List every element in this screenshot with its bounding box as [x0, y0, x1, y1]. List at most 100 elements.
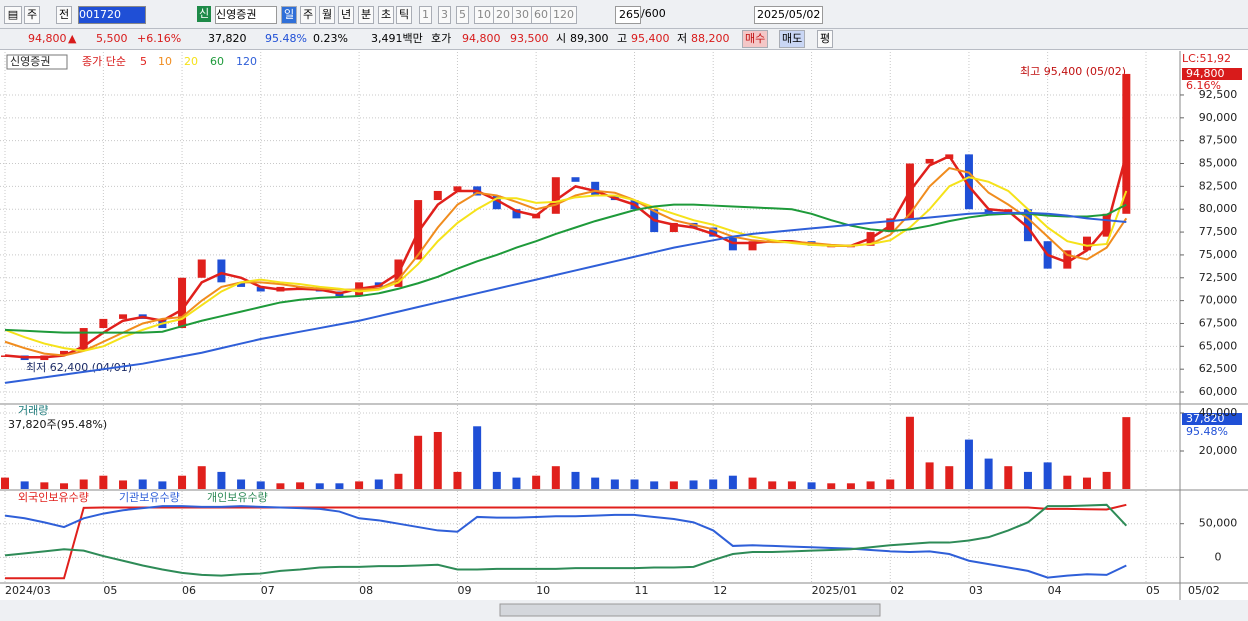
- volume-bar: [1063, 475, 1072, 489]
- volume-bar: [610, 479, 619, 489]
- volume-bar: [374, 479, 383, 489]
- volume-subtitle: 37,820주(95.48%): [8, 418, 107, 431]
- buy-button[interactable]: 매수: [742, 30, 769, 48]
- candle: [119, 314, 128, 319]
- lc-label: LC:51,92: [1182, 52, 1231, 65]
- market-button[interactable]: 주: [24, 6, 41, 24]
- volume-bar: [256, 481, 265, 489]
- bar-total: /600: [641, 7, 666, 20]
- date-input[interactable]: 2025/05/02: [754, 6, 824, 24]
- volume-box: [1182, 413, 1242, 425]
- x-tick-label: 2024/03: [5, 584, 51, 597]
- volume-bar: [1, 477, 9, 489]
- candle: [492, 195, 501, 210]
- volume-bar: [945, 466, 954, 489]
- series-line: [5, 503, 1127, 580]
- interval[interactable]: 120: [550, 6, 577, 24]
- turnover: 0.23%: [313, 32, 348, 45]
- high-label: 고: [617, 32, 628, 45]
- ask: 94,800: [462, 32, 501, 45]
- series-line: [4, 176, 1128, 352]
- sell-button[interactable]: 매도: [779, 30, 806, 48]
- series-line: [4, 203, 1127, 334]
- interval[interactable]: 30: [512, 6, 532, 24]
- legend-title: 종가 단순: [82, 55, 126, 68]
- candle: [237, 282, 246, 287]
- candle: [551, 177, 560, 214]
- period-day[interactable]: 일: [281, 6, 298, 24]
- period-month[interactable]: 월: [319, 6, 336, 24]
- volume-bar: [807, 482, 816, 489]
- volume-bar: [453, 471, 462, 489]
- volume-bar: [40, 482, 49, 489]
- volume-bar: [827, 483, 836, 489]
- volume-bar: [138, 479, 147, 489]
- quote-bar: 94,800 ▲ 5,500 +6.16% 37,820 95.48% 0.23…: [0, 29, 1248, 50]
- menu-button[interactable]: ▤: [4, 6, 22, 24]
- x-tick-label: 2025/01: [812, 584, 858, 597]
- volume-bar: [119, 480, 128, 489]
- change-rate: +6.16%: [137, 32, 182, 45]
- volume-bar: [394, 473, 403, 489]
- period-tick[interactable]: 틱: [396, 6, 413, 24]
- candle: [669, 222, 678, 233]
- period-minute[interactable]: 분: [358, 6, 375, 24]
- volume-bar: [1023, 471, 1032, 489]
- legend-entry: 60: [210, 55, 224, 68]
- volume-bar: [178, 475, 187, 489]
- x-tick-label: 09: [457, 584, 471, 597]
- period-second[interactable]: 초: [378, 6, 395, 24]
- candle: [1082, 236, 1091, 251]
- prev-button[interactable]: 전: [56, 6, 73, 24]
- volume-ratio: 95.48%: [1186, 425, 1228, 438]
- legend-entry: 10: [158, 55, 172, 68]
- volume-bar: [650, 481, 659, 489]
- bar-count[interactable]: 265: [615, 6, 641, 24]
- y-tick-label: 50,000: [1199, 517, 1238, 530]
- low-annotation: 최저 62,400 (04/01): [26, 361, 132, 374]
- amount: 3,491백만: [371, 32, 423, 45]
- volume-bar: [197, 466, 206, 489]
- interval[interactable]: 60: [531, 6, 551, 24]
- candle: [217, 259, 226, 283]
- low: 88,200: [691, 32, 730, 45]
- candle: [1023, 209, 1032, 242]
- interval[interactable]: 3: [438, 6, 451, 24]
- volume-bar: [630, 479, 639, 489]
- period-week[interactable]: 주: [300, 6, 317, 24]
- volume-bar: [512, 477, 521, 489]
- volume-bar: [217, 471, 226, 489]
- open: 89,300: [570, 32, 609, 45]
- y-tick-label: 90,000: [1199, 111, 1238, 124]
- interval[interactable]: 1: [419, 6, 432, 24]
- volume-bar: [768, 481, 777, 489]
- candle: [748, 241, 757, 251]
- y-tick-label: 82,500: [1199, 179, 1238, 192]
- volume-bar: [1102, 471, 1111, 489]
- volume-bar: [591, 477, 600, 489]
- open-label: 시: [556, 32, 567, 45]
- volume-bar: [964, 439, 973, 489]
- volume-bar: [414, 435, 423, 489]
- legend-entry: 외국인보유수량: [18, 491, 89, 504]
- volume-last: 37,820: [1186, 412, 1225, 425]
- stock-name[interactable]: 신영증권: [215, 6, 277, 24]
- series-line: [4, 211, 1127, 384]
- y-tick-label: 75,000: [1199, 248, 1238, 261]
- x-tick-label: 02: [890, 584, 904, 597]
- candle: [79, 328, 88, 351]
- y-tick-label: 77,500: [1199, 225, 1238, 238]
- scroll-thumb[interactable]: [499, 603, 881, 617]
- period-year[interactable]: 년: [338, 6, 355, 24]
- y-tick-label: 70,000: [1199, 294, 1238, 307]
- volume-bar: [984, 458, 993, 489]
- legend-entry: 120: [236, 55, 257, 68]
- y-tick-label: 40,000: [1199, 406, 1238, 419]
- volume-bar: [315, 483, 324, 489]
- candle: [414, 200, 423, 260]
- code-input[interactable]: 001720: [78, 6, 146, 24]
- interval[interactable]: 5: [456, 6, 469, 24]
- eval-button[interactable]: 평: [817, 30, 834, 48]
- volume-bar: [492, 471, 501, 489]
